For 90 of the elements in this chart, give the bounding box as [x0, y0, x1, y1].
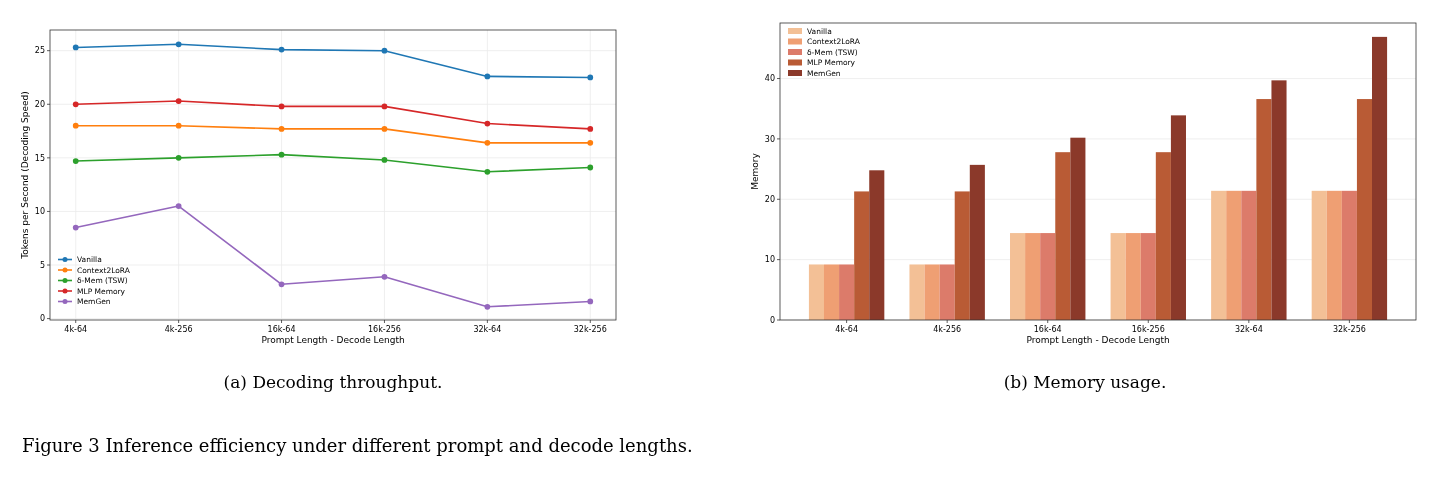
point: [381, 273, 388, 280]
bar: [1256, 99, 1272, 320]
bar: [1155, 152, 1171, 320]
x-tick-label: 32k-64: [1234, 325, 1263, 334]
x-tick-label: 32k-256: [573, 325, 607, 334]
y-tick-label: 10: [34, 207, 45, 217]
y-axis-title: Tokens per Second (Decoding Speed): [20, 91, 30, 260]
y-tick-label: 5: [39, 260, 45, 270]
bar: [854, 191, 870, 320]
y-tick-label: 20: [34, 100, 45, 110]
caption: Figure 3 Inference efficiency under different prompt and decode lengths.: [22, 435, 693, 456]
bar: [939, 264, 955, 320]
x-axis-title: Prompt Length - Decode Length: [1026, 335, 1170, 345]
text: (a) Decoding throughput.: [223, 372, 443, 392]
x-axis-title: Prompt Length - Decode Length: [261, 335, 405, 345]
point: [587, 126, 594, 132]
point: [72, 224, 79, 231]
bar: [1356, 99, 1372, 320]
point: [175, 154, 182, 161]
point: [278, 46, 285, 53]
point: [381, 126, 388, 132]
bar: [1326, 190, 1342, 320]
point: [278, 126, 285, 132]
point: [587, 164, 594, 171]
bar: [823, 264, 840, 320]
x-tick-label: 16k-64: [1033, 325, 1062, 334]
bar: [1110, 233, 1126, 320]
y-tick-label: 0: [769, 315, 775, 325]
x-tick-label: 32k-64: [473, 325, 502, 334]
bar: [969, 164, 985, 320]
point: [278, 151, 285, 158]
point: [72, 44, 79, 51]
bar: [1226, 190, 1242, 320]
y-tick-label: 20: [764, 195, 775, 205]
bar: [1125, 233, 1141, 320]
x-tick-label: 16k-256: [1131, 325, 1165, 334]
x-tick-label: 4k-64: [64, 325, 88, 334]
y-tick-label: 40: [764, 74, 775, 84]
bar: [1025, 233, 1041, 320]
bar: [1055, 152, 1071, 320]
point: [484, 73, 491, 80]
bar: [1341, 190, 1357, 320]
x-tick-label: 4k-256: [933, 325, 962, 334]
bar: [808, 264, 824, 320]
point: [587, 139, 594, 146]
x-tick-label: 16k-64: [267, 325, 296, 334]
y-tick-label: 15: [34, 153, 45, 163]
x-tick-label: 4k-256: [164, 325, 193, 334]
point: [72, 122, 79, 129]
bar: [1271, 80, 1287, 320]
point: [381, 157, 388, 163]
point: [72, 158, 79, 164]
point: [381, 103, 388, 110]
point: [587, 74, 594, 81]
text: (b) Memory usage.: [1003, 372, 1167, 392]
bar: [1311, 190, 1327, 320]
bar: [839, 264, 855, 320]
bar: [869, 170, 885, 320]
bar: [1241, 190, 1257, 320]
bar: [924, 264, 940, 320]
bar: [1140, 233, 1156, 320]
x-tick-label: 4k-64: [835, 325, 859, 334]
point: [484, 120, 491, 127]
y-tick-label: 10: [764, 255, 775, 265]
bar: [1170, 115, 1186, 320]
point: [587, 298, 594, 305]
bar: [1040, 233, 1056, 320]
bar: [1010, 233, 1026, 320]
x-tick-label: 16k-256: [367, 325, 401, 334]
point: [381, 47, 388, 54]
point: [72, 101, 79, 108]
bar: [1070, 137, 1086, 320]
bar: [1372, 36, 1388, 320]
point: [175, 98, 182, 104]
y-tick-label: 30: [764, 134, 775, 144]
y-tick-label: 0: [39, 314, 45, 324]
bar: [954, 191, 970, 320]
point: [484, 139, 491, 146]
bar: [1211, 190, 1227, 320]
bar: [909, 264, 925, 320]
point: [175, 41, 182, 48]
y-axis-title: Memory: [750, 152, 760, 190]
point: [278, 281, 285, 288]
point: [175, 203, 182, 209]
point: [175, 122, 182, 129]
point: [484, 303, 491, 310]
y-tick-label: 25: [34, 46, 45, 56]
x-tick-label: 32k-256: [1332, 325, 1366, 334]
point: [278, 103, 285, 110]
point: [484, 168, 491, 175]
